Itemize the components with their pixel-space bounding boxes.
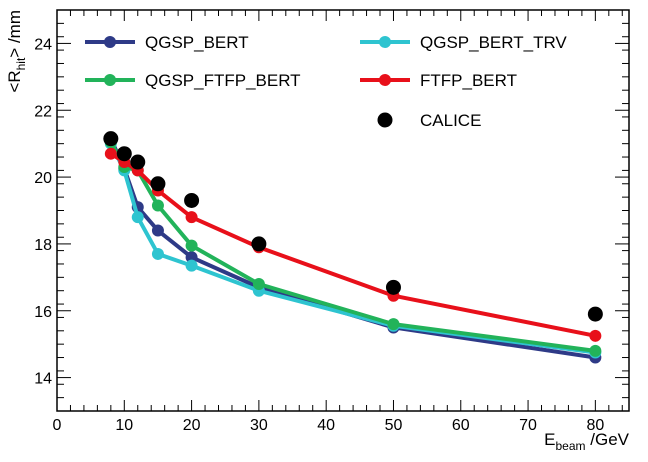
legend-entry-qgsp-ftfp-bert: QGSP_FTFP_BERT: [85, 71, 301, 90]
legend-label: CALICE: [420, 111, 481, 130]
data-point: [151, 224, 164, 237]
data-point: [151, 247, 164, 260]
calice-data-point: [385, 279, 401, 295]
ticks-layer: 0 10 20 30 40 50 60 70 80 14 16 18 20 22 24: [34, 10, 629, 434]
legend-label: QGSP_BERT: [145, 33, 249, 52]
x-axis-title: Ebeam /GeV: [544, 430, 629, 453]
x-tick-label: 30: [250, 417, 268, 434]
data-point: [387, 318, 400, 331]
y-tick-label: 18: [34, 237, 52, 254]
calice-data-point: [184, 192, 200, 208]
calice-data-point: [103, 131, 119, 147]
y-axis-title-suffix: > /mm: [5, 10, 24, 58]
y-axis-title-sub: hit: [14, 57, 28, 70]
legend-label: FTFP_BERT: [420, 71, 517, 90]
calice-data-point: [116, 146, 132, 162]
calice-data-point: [130, 154, 146, 170]
plot-frame: [56, 9, 630, 412]
data-point: [589, 344, 602, 357]
x-tick-label: 50: [385, 417, 403, 434]
legend-label: QGSP_BERT_TRV: [420, 33, 567, 52]
legend-entry-qgsp-bert-trv: QGSP_BERT_TRV: [360, 33, 567, 52]
legend-entry-ftfp-bert: FTFP_BERT: [360, 71, 517, 90]
legend-swatch-marker: [377, 112, 393, 128]
legend-swatch-marker: [104, 36, 116, 48]
data-point: [252, 278, 265, 291]
data-point: [185, 251, 198, 264]
y-tick-label: 14: [34, 371, 52, 388]
y-axis-title-prefix: <R: [5, 70, 24, 92]
data-point: [185, 259, 198, 272]
x-tick-label: 60: [452, 417, 470, 434]
y-tick-label: 16: [34, 304, 52, 321]
data-point: [131, 211, 144, 224]
legend-entry-qgsp-bert: QGSP_BERT: [85, 33, 249, 52]
data-point: [589, 329, 602, 342]
legend-entry-calice: CALICE: [377, 111, 481, 130]
legend-swatch-marker: [379, 74, 391, 86]
data-point: [151, 199, 164, 212]
x-tick-label: 40: [317, 417, 335, 434]
y-tick-label: 22: [34, 103, 52, 120]
legend: QGSP_BERT QGSP_BERT_TRV QGSP_FTFP_BERT FTFP…: [85, 33, 567, 130]
calice-data-point: [150, 176, 166, 192]
y-axis-title: <Rhit> /mm: [5, 10, 28, 93]
calice-data-point: [587, 306, 603, 322]
x-tick-label: 20: [183, 417, 201, 434]
calice-data-point: [251, 236, 267, 252]
legend-swatch-marker: [104, 74, 116, 86]
series-layer: [103, 131, 603, 364]
series-line: [109, 142, 596, 355]
data-point: [104, 147, 117, 160]
y-tick-label: 24: [34, 36, 52, 53]
x-tick-label: 80: [586, 417, 604, 434]
x-axis-title-main: E: [544, 430, 555, 449]
series-calice: [103, 131, 603, 322]
legend-swatch-marker: [379, 36, 391, 48]
x-tick-label: 10: [115, 417, 133, 434]
y-tick-label: 20: [34, 170, 52, 187]
x-tick-label: 0: [53, 417, 62, 434]
x-axis-title-sub: beam: [556, 439, 586, 453]
x-tick-label: 70: [519, 417, 537, 434]
legend-label: QGSP_FTFP_BERT: [145, 71, 301, 90]
x-axis-title-unit: /GeV: [586, 430, 630, 449]
data-point: [185, 211, 198, 224]
data-point: [185, 239, 198, 252]
